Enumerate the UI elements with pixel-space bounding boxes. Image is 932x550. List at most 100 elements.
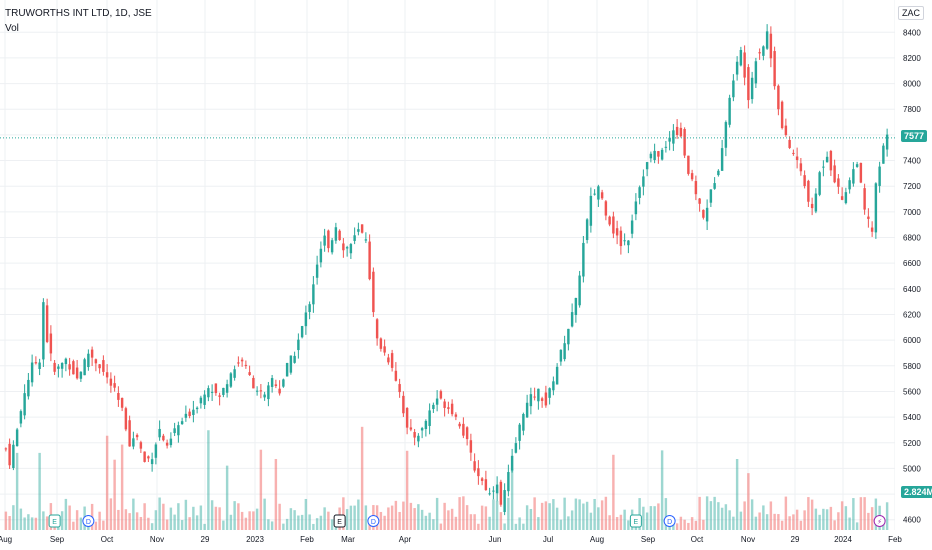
volume-bar xyxy=(810,499,814,530)
volume-bar xyxy=(690,517,694,530)
volume-bar xyxy=(563,497,566,530)
chart-legend: TRUWORTHS INT LTD, 1D, JSE Vol xyxy=(5,6,152,36)
candle-body xyxy=(698,198,701,204)
candle-body xyxy=(825,156,829,163)
volume-bar xyxy=(765,514,769,530)
candle-body xyxy=(870,227,874,232)
time-axis[interactable]: Aug Sep Oct Nov 29 2023 Feb Mar Apr Jun Jul Aug Sep O… xyxy=(0,535,902,544)
candle-body xyxy=(495,484,499,494)
candle-body xyxy=(195,407,199,410)
volume-bar xyxy=(315,518,319,530)
volume-bar xyxy=(278,503,281,530)
volume-bar xyxy=(702,519,705,530)
volume-bar xyxy=(439,523,443,530)
candle-body xyxy=(315,264,319,278)
volume-bar xyxy=(735,459,739,530)
candle-body xyxy=(409,427,413,430)
volume-bar xyxy=(717,502,720,530)
candle-body xyxy=(664,146,668,148)
volume-bar xyxy=(135,512,139,530)
candle-body xyxy=(402,395,405,414)
candle-body xyxy=(120,397,124,408)
candle-body xyxy=(885,134,889,150)
volume-bar xyxy=(390,505,394,530)
volume-bar xyxy=(263,498,266,530)
candle-body xyxy=(394,370,398,381)
candle-body xyxy=(525,402,529,418)
candle-body xyxy=(323,235,326,246)
dividend-marker-label: D xyxy=(371,519,376,526)
candle-body xyxy=(379,338,383,349)
volume-label[interactable]: Vol xyxy=(5,23,19,34)
time-tick-label: Nov xyxy=(741,535,755,544)
candle-body xyxy=(822,166,825,168)
volume-bar xyxy=(728,510,731,530)
volume-bar xyxy=(105,435,109,530)
volume-bar xyxy=(165,519,169,530)
candle-body xyxy=(465,427,469,440)
volume-bar xyxy=(653,506,656,530)
candle-body xyxy=(405,407,409,428)
volume-bar xyxy=(642,506,645,530)
candle-body xyxy=(630,220,634,234)
candle-body xyxy=(657,151,660,157)
volume-bar xyxy=(75,510,79,530)
volume-bar xyxy=(544,501,548,530)
candle-body xyxy=(345,247,349,249)
candle-body xyxy=(128,420,131,447)
volume-bar xyxy=(705,496,709,530)
candle-body xyxy=(514,443,518,453)
volume-bar xyxy=(540,502,544,530)
candle-body xyxy=(364,239,368,241)
candle-body xyxy=(848,180,851,190)
volume-bar xyxy=(863,497,866,530)
volume-bar xyxy=(203,523,206,530)
volume-bar xyxy=(548,503,551,530)
candle-body xyxy=(585,219,589,241)
candle-body xyxy=(537,388,540,402)
volume-bar xyxy=(94,521,98,530)
candle-body xyxy=(353,235,356,241)
candle-body xyxy=(338,230,341,241)
candle-body xyxy=(132,438,135,447)
volume-bar xyxy=(518,517,521,530)
volume-bar xyxy=(825,509,829,530)
volume-bar xyxy=(754,516,758,530)
time-tick-label: Oct xyxy=(691,535,704,544)
volume-bar xyxy=(420,509,424,530)
volume-bar xyxy=(68,505,71,530)
volume-bar xyxy=(184,499,188,530)
candle-body xyxy=(739,49,743,66)
candle-body xyxy=(589,195,593,226)
volume-bar xyxy=(837,512,840,530)
last-volume-tag: 2.824M xyxy=(901,486,932,498)
volume-bar xyxy=(822,508,825,530)
price-tick-label: 6400 xyxy=(903,285,921,294)
candle-body xyxy=(548,388,551,398)
price-axis[interactable]: 4600480050005200540056005800600062006400… xyxy=(895,0,932,550)
volume-bar xyxy=(270,521,274,530)
symbol-title[interactable]: TRUWORTHS INT LTD, 1D, JSE xyxy=(5,8,152,19)
currency-badge[interactable]: ZAC xyxy=(898,6,924,20)
candle-body xyxy=(518,424,521,441)
candle-body xyxy=(769,33,773,59)
price-tick-label: 8200 xyxy=(903,54,921,63)
volume-bar xyxy=(413,508,416,530)
candle-body xyxy=(683,129,686,156)
volume-bar xyxy=(147,517,150,530)
candle-body xyxy=(732,80,735,98)
candle-body xyxy=(694,181,698,195)
candle-body xyxy=(642,176,645,187)
volume-bar xyxy=(330,519,334,530)
candle-body xyxy=(758,52,761,54)
candle-body xyxy=(417,435,420,442)
volume-bar xyxy=(507,497,510,530)
candle-body xyxy=(855,164,859,167)
candle-body xyxy=(447,407,450,409)
candle-body xyxy=(728,97,731,125)
volume-bar xyxy=(417,504,420,530)
time-tick-label: Jun xyxy=(489,535,502,544)
volume-bar xyxy=(840,501,844,530)
volume-bar xyxy=(780,520,784,530)
